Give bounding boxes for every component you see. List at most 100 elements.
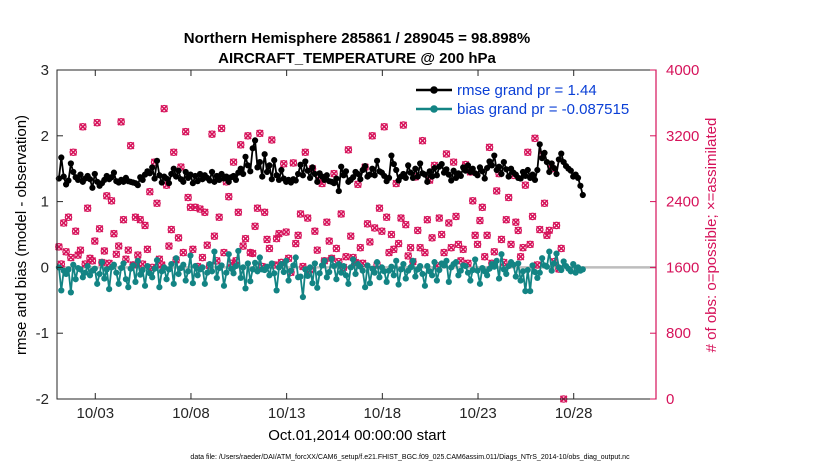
bias-point (96, 270, 103, 278)
bias-point (165, 266, 173, 273)
obs-assimilated-marker (174, 234, 183, 242)
rmse-point (385, 174, 393, 182)
obs-assimilated-marker (79, 122, 87, 131)
rmse-point (381, 172, 388, 180)
bias-point (132, 278, 139, 285)
rmse-point (354, 170, 362, 178)
obs-assimilated-marker (437, 230, 446, 239)
obs-assimilated-marker (502, 215, 511, 224)
rmse-point (448, 177, 455, 184)
rmse-point (173, 173, 180, 180)
bias-point (338, 269, 345, 276)
obs-possible-marker (490, 247, 499, 256)
obs-possible-marker (117, 118, 125, 126)
obs-possible-marker (268, 136, 276, 144)
obs-possible-marker (368, 132, 377, 140)
rmse-point (187, 171, 194, 178)
bias-point (306, 264, 314, 271)
bias-point (452, 259, 460, 266)
bias-point (232, 262, 240, 270)
rmse-point (60, 173, 67, 180)
bias-point (431, 259, 438, 266)
obs-assimilated-marker (485, 143, 494, 152)
obs-possible-marker (480, 252, 489, 261)
obs-possible-marker (445, 219, 453, 227)
rmse-point (481, 175, 488, 182)
bias-point (244, 260, 251, 267)
obs-assimilated-marker (492, 187, 501, 195)
rmse-point (189, 180, 196, 187)
rmse-point (194, 178, 201, 185)
rmse-point (357, 176, 364, 183)
obs-possible-marker (179, 248, 188, 257)
bias-point (67, 289, 74, 296)
obs-possible-marker (382, 213, 391, 222)
bias-point (326, 268, 333, 276)
obs-assimilated-marker (363, 220, 372, 228)
rmse-point (271, 157, 278, 164)
rmse-point (522, 172, 529, 180)
obs-possible-marker (535, 225, 544, 234)
rmse-point (338, 163, 345, 170)
bias-point (428, 272, 436, 279)
rmse-point (306, 174, 314, 182)
bias-point (342, 272, 350, 279)
rmse-point (524, 166, 531, 174)
obs-assimilated-marker (303, 214, 312, 222)
bias-point (539, 255, 546, 262)
obs-possible-marker (67, 253, 75, 262)
obs-possible-marker (76, 246, 85, 254)
obs-assimilated-marker (519, 243, 527, 252)
bias-point (251, 259, 259, 266)
bias-point (455, 272, 462, 279)
rmse-point (428, 173, 436, 180)
bias-point (213, 274, 220, 282)
bias-point (515, 260, 522, 267)
rmse-point (579, 191, 586, 199)
rmse-point (498, 170, 505, 178)
bias-point (283, 257, 290, 264)
rmse-point (77, 171, 84, 178)
rmse-point (424, 178, 431, 185)
obs-possible-marker (545, 226, 554, 235)
rmse-point (304, 167, 311, 174)
bias-point (546, 248, 553, 255)
obs-assimilated-marker (449, 158, 458, 166)
rmse-point (531, 176, 539, 183)
y-tick-label-left: 2 (41, 128, 49, 145)
rmse-point (225, 178, 232, 185)
obs-assimilated-marker (229, 158, 238, 166)
x-tick-label: 10/18 (364, 405, 402, 422)
rmse-point (553, 170, 560, 178)
obs-assimilated-marker (540, 199, 549, 208)
obs-possible-marker (514, 226, 523, 235)
obs-assimilated-marker (83, 204, 92, 212)
obs-assimilated-marker (153, 199, 161, 208)
obs-possible-marker (447, 243, 456, 252)
bias-point (129, 262, 137, 269)
obs-possible-marker (289, 159, 298, 167)
obs-assimilated-marker (165, 242, 173, 250)
obs-assimilated-marker (241, 234, 250, 243)
bias-point (493, 257, 500, 264)
bias-point (122, 276, 129, 283)
bias-point (72, 276, 79, 283)
legend-bias-marker (430, 105, 438, 113)
rmse-point (263, 168, 271, 176)
bias-point (206, 261, 213, 268)
bias-point (297, 273, 304, 280)
y-tick-label-right: 3200 (666, 128, 699, 145)
rmse-point (369, 165, 376, 172)
obs-possible-marker (483, 231, 491, 240)
obs-assimilated-marker (294, 231, 302, 240)
obs-assimilated-marker (483, 231, 491, 240)
obs-possible-marker (375, 204, 384, 212)
obs-possible-marker (504, 193, 513, 202)
obs-assimilated-marker (124, 246, 133, 254)
obs-possible-marker (71, 227, 80, 236)
obs-possible-marker (239, 242, 247, 250)
legend-bias-label: bias grand pr = -0.087515 (457, 101, 629, 118)
rmse-point (335, 187, 342, 195)
obs-assimilated-marker (323, 218, 331, 226)
rmse-point (237, 165, 244, 172)
